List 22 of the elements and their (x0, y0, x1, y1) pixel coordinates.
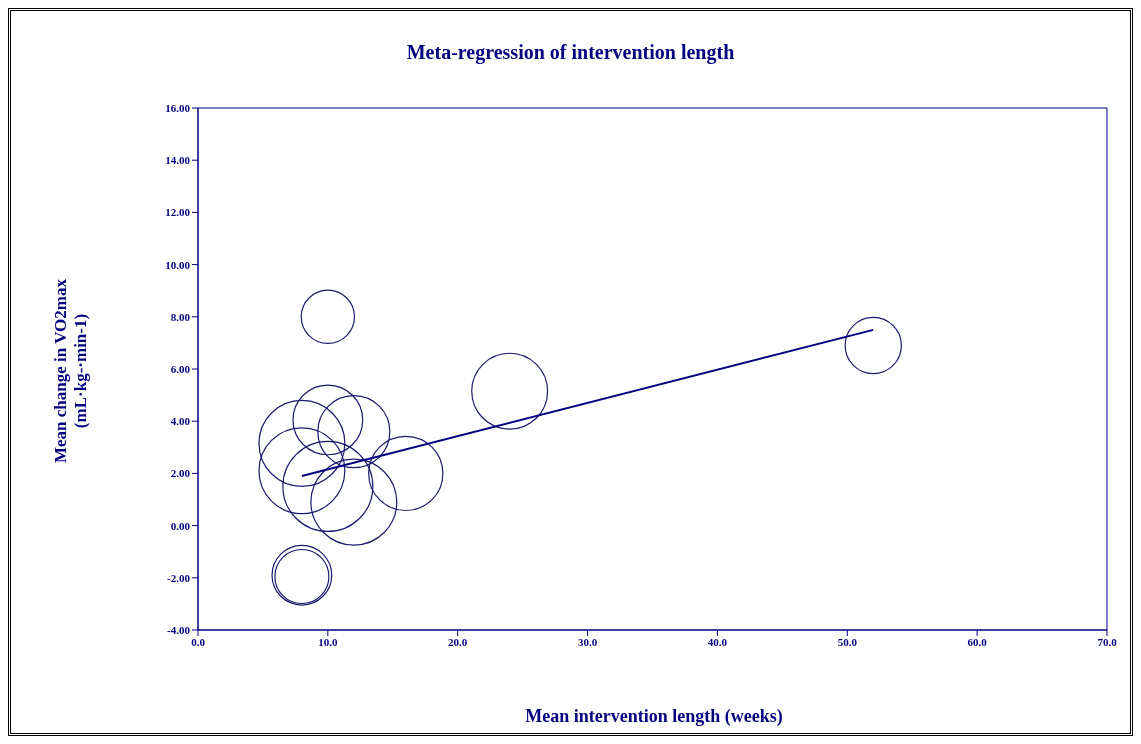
x-tick-label: 40.0 (707, 635, 728, 648)
y-tick-label: -4.00 (167, 623, 191, 636)
y-tick-label: 12.00 (165, 206, 191, 219)
y-tick-label: 16.00 (165, 101, 191, 114)
chart-title: Meta-regression of intervention length (405, 41, 736, 64)
x-tick-label: 50.0 (837, 635, 858, 648)
y-axis-title: Mean change in VO2max (mL·kg-·min-1) (51, 279, 91, 463)
y-tick-label: 8.00 (170, 310, 191, 323)
x-tick-label: 70.0 (1097, 635, 1118, 648)
y-tick-label: 10.00 (165, 258, 191, 271)
y-tick-label: 4.00 (170, 415, 191, 428)
y-tick-label: 0.00 (170, 519, 191, 532)
x-tick-label: 0.0 (191, 635, 206, 648)
y-tick-label: 14.00 (165, 154, 191, 167)
x-tick-label: 20.0 (448, 635, 468, 648)
x-tick-label: 60.0 (967, 635, 988, 648)
x-tick-label: 30.0 (577, 635, 598, 648)
y-tick-label: 6.00 (170, 362, 191, 375)
x-axis-title: Mean intervention length (weeks) (524, 706, 784, 727)
y-tick-label: -2.00 (167, 571, 191, 584)
x-tick-label: 10.0 (318, 635, 338, 648)
y-tick-label: 2.00 (170, 467, 191, 480)
